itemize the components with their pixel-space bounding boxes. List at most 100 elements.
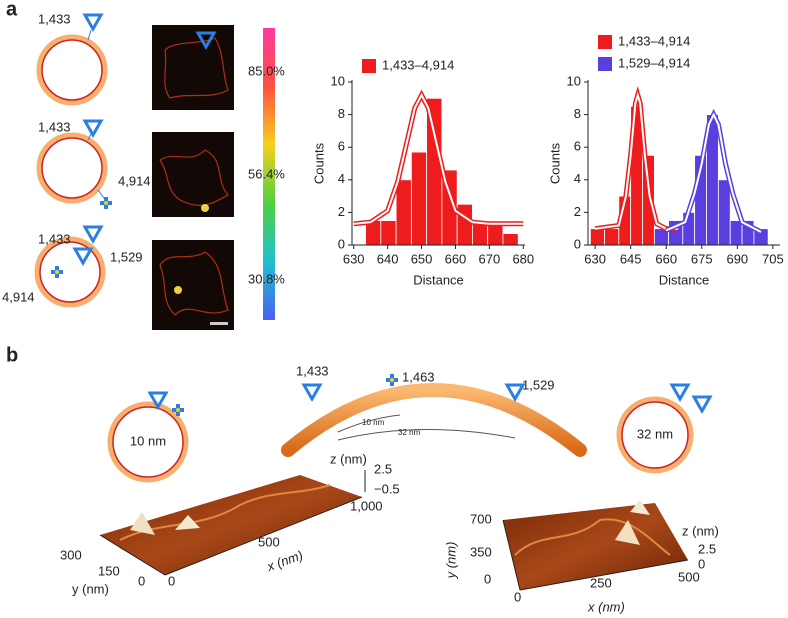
afm-surface [99, 470, 366, 576]
circle-label: 10 nm [130, 433, 166, 448]
tick-label: 2.5 [698, 541, 716, 556]
scheme: 1,433 4,914 [38, 119, 151, 209]
y-tick-label: 4 [574, 171, 581, 186]
bar [604, 228, 620, 246]
tick-label: 150 [98, 563, 120, 578]
panel-label: a [6, 0, 18, 20]
y-tick-label: 2 [574, 204, 581, 219]
y-tick-label: 6 [338, 139, 345, 154]
y-tick-label: 0 [574, 236, 581, 251]
tick-label: 350 [470, 544, 492, 559]
ruler [337, 414, 401, 433]
x-axis-label: Distance [659, 272, 710, 287]
colorbar-label: 85.0% [248, 63, 285, 78]
y-tick-label: 6 [574, 139, 581, 154]
x-tick-label: 645 [620, 251, 642, 266]
tick-label: 1,000 [350, 498, 383, 513]
x-tick-label: 630 [584, 251, 606, 266]
x-tick-label: 675 [691, 251, 713, 266]
y-tick-label: 4 [338, 171, 345, 186]
y-tick-label: 2 [338, 204, 345, 219]
x-tick-label: 640 [377, 251, 399, 266]
y-tick-label: 8 [574, 106, 581, 121]
bar [502, 233, 519, 246]
tick-label: 500 [258, 534, 280, 549]
scheme: 1,433 [38, 11, 105, 103]
axis-label: z (nm) [330, 451, 367, 466]
tick-label: 300 [60, 547, 82, 562]
colorbar-label: 56.4% [248, 166, 285, 181]
y-tick-label: 0 [338, 236, 345, 251]
bar [456, 203, 473, 246]
axis-label: y (nm) [443, 542, 458, 580]
y-tick-label: 8 [338, 106, 345, 121]
site-label: 1,433 [38, 231, 71, 246]
scheme: 1,433 1,529 4,914 [2, 225, 143, 305]
colorbar-label: 30.8% [248, 271, 285, 286]
site-label: 1,433 [38, 11, 71, 26]
afm-image [152, 240, 234, 330]
legend-label: 1,529–4,914 [618, 55, 690, 70]
legend-label: 1,433–4,914 [382, 57, 454, 72]
site-label: 1,433 [38, 119, 71, 134]
tick-label: 0 [484, 571, 491, 586]
tick-label: 0 [698, 556, 705, 571]
site-label: 1,529 [522, 377, 555, 392]
site-label: 1,463 [402, 369, 435, 384]
afm-image [152, 132, 234, 217]
axis-label: x (nm) [264, 547, 305, 574]
panel-label: b [6, 344, 18, 366]
afm-surface [502, 500, 689, 591]
tick-label: 0 [138, 573, 145, 588]
bar [589, 228, 605, 246]
axis-label: y (nm) [72, 581, 109, 596]
fit-curve [353, 92, 524, 225]
scheme: 10 nm [107, 391, 189, 483]
fit-curve [665, 112, 762, 233]
fit-curve [594, 91, 679, 230]
legend-swatch [362, 59, 376, 73]
afm-image [152, 25, 234, 110]
dna-arc [281, 383, 587, 457]
tick-label: 0 [514, 589, 521, 604]
site-label: 4,914 [2, 289, 35, 304]
ruler-label: 10 nm [362, 418, 385, 427]
x-tick-label: 630 [343, 251, 365, 266]
ruler [337, 429, 516, 441]
x-tick-label: 705 [762, 251, 784, 266]
tick-label: 250 [590, 575, 612, 590]
x-tick-label: 670 [479, 251, 501, 266]
bar [410, 151, 428, 246]
ruler-label: 32 nm [398, 428, 421, 437]
bar [729, 220, 743, 246]
legend-swatch [598, 35, 612, 49]
site-label: 1,529 [110, 249, 143, 264]
site-label: 4,914 [118, 173, 151, 188]
scheme: 32 nm [616, 383, 712, 474]
bar [395, 179, 412, 246]
legend-swatch [598, 57, 612, 71]
x-tick-label: 660 [445, 251, 467, 266]
tick-label: 0 [168, 573, 175, 588]
y-axis-label: Counts [311, 142, 326, 184]
x-tick-label: 660 [655, 251, 677, 266]
circle-label: 32 nm [637, 426, 673, 441]
colorbar [263, 28, 275, 320]
x-tick-label: 690 [726, 251, 748, 266]
bar [380, 220, 397, 246]
y-tick-label: 10 [331, 73, 345, 88]
x-tick-label: 650 [411, 251, 433, 266]
tick-label: 2.5 [374, 461, 392, 476]
y-axis-label: Counts [547, 142, 562, 184]
bar [717, 179, 731, 246]
y-tick-label: 10 [567, 73, 581, 88]
axis-label: x (nm) [587, 599, 625, 614]
axis-label: z (nm) [682, 523, 719, 538]
legend-label: 1,433–4,914 [618, 33, 690, 48]
site-label: 1,433 [296, 363, 329, 378]
x-axis-label: Distance [413, 272, 464, 287]
x-tick-label: 680 [512, 251, 534, 266]
tick-label: −0.5 [374, 481, 400, 496]
tick-label: 500 [678, 569, 700, 584]
